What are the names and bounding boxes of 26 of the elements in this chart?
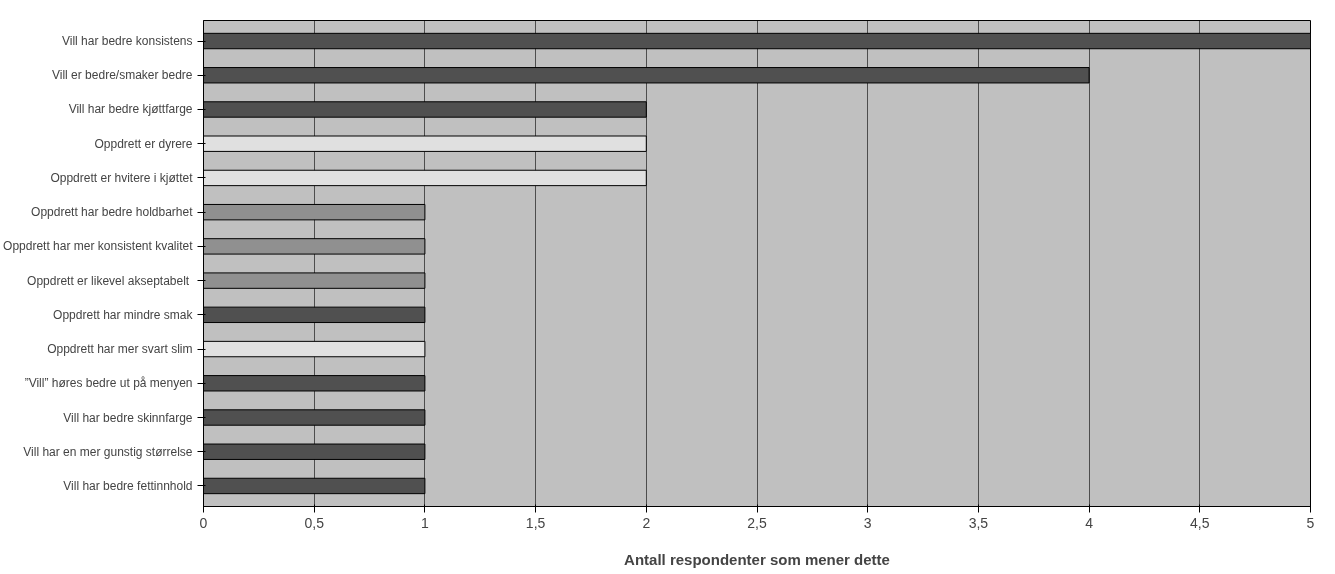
y-tick-label: Vill har bedre skinnfarge (63, 410, 193, 425)
y-tick-label: Vill har bedre kjøttfarge (68, 102, 193, 117)
y-tick-label: Vill er bedre/smaker bedre (51, 68, 193, 83)
y-tick-label: Oppdrett har mer svart slim (47, 342, 193, 357)
y-tick-label: Vill har bedre fettinnhold (63, 478, 193, 493)
x-tick-label: 2 (642, 514, 651, 531)
y-tick-label: Vill har en mer gunstig størrelse (23, 444, 193, 459)
x-tick-label: 4 (1085, 514, 1094, 531)
y-tick-label: Oppdrett har mer konsistent kvalitet (3, 239, 194, 254)
x-tick-label: 5 (1306, 514, 1315, 531)
x-tick-label: 4,5 (1190, 514, 1210, 531)
y-tick-label: Oppdrett er likevel akseptabelt (27, 273, 190, 288)
x-tick-label: 0,5 (304, 514, 325, 531)
x-tick-label: 3,5 (968, 514, 989, 531)
y-tick-label: Oppdrett er hvitere i kjøttet (50, 170, 194, 185)
y-tick-label: Vill har bedre konsistens (61, 34, 193, 49)
y-tick-label: Oppdrett har bedre holdbarhet (31, 205, 194, 220)
x-tick-label: 1 (421, 514, 430, 531)
x-tick-label: 1,5 (525, 514, 546, 531)
x-tick-label: 0 (199, 514, 208, 531)
y-tick-label: ”Vill” høres bedre ut på menyen (24, 376, 193, 391)
x-tick-label: 2,5 (747, 514, 767, 531)
y-tick-label: Oppdrett har mindre smak (53, 307, 194, 322)
y-tick-label: Oppdrett er dyrere (94, 136, 193, 151)
x-tick-label: 3 (863, 514, 872, 531)
x-axis-title: Antall respondenter som mener dette (624, 550, 890, 568)
